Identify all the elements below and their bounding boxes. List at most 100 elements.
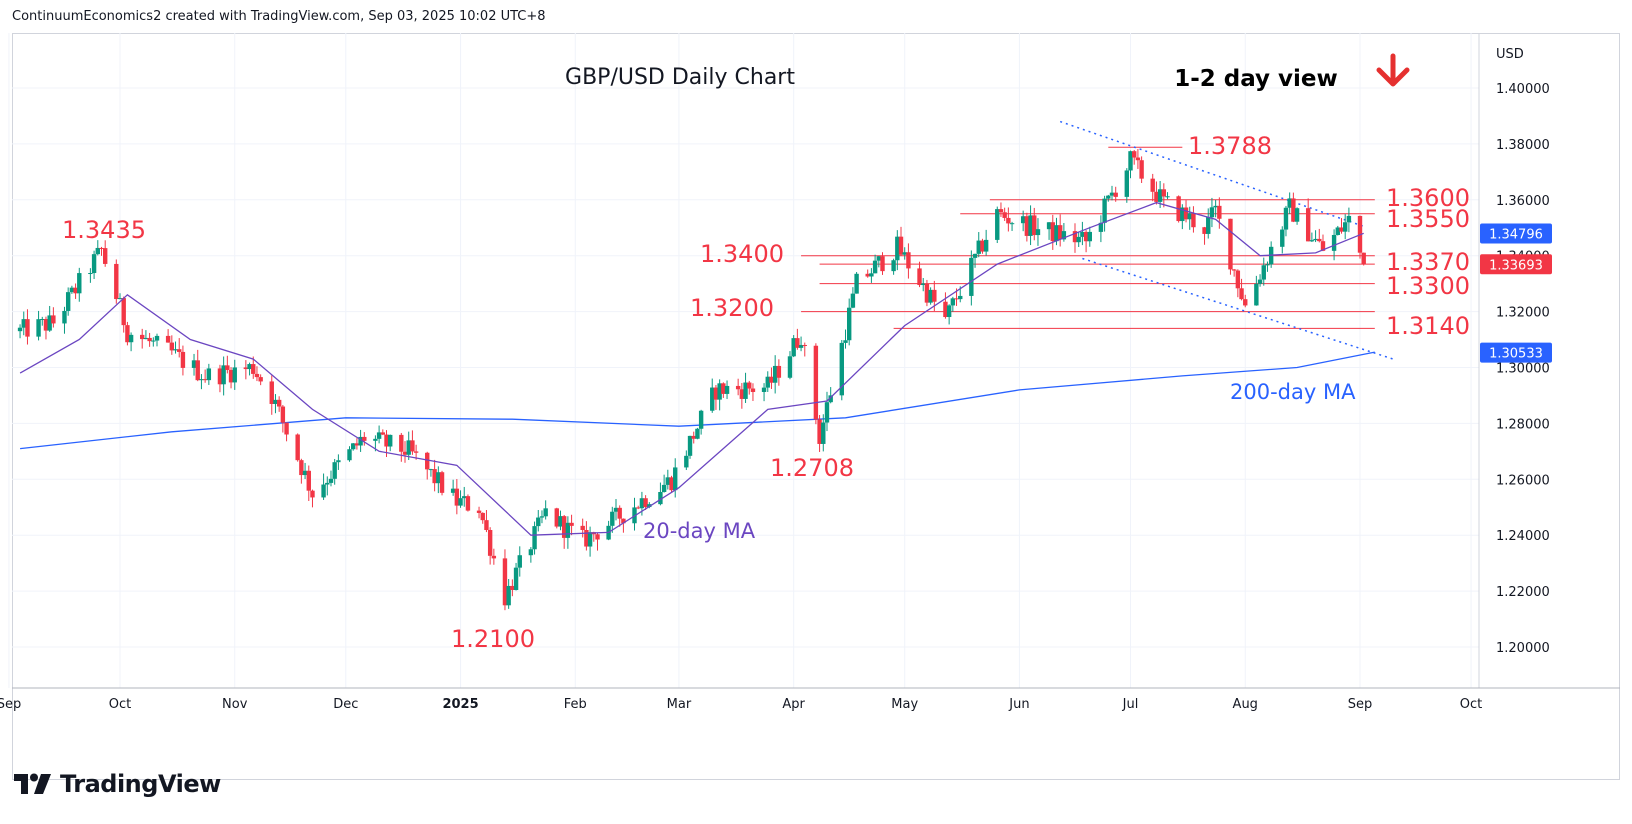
candle-body	[824, 402, 830, 423]
candle-body	[199, 379, 204, 381]
candle-body	[280, 406, 286, 423]
candle-body	[665, 477, 671, 485]
candle-body	[954, 298, 959, 300]
candle-body	[69, 287, 75, 293]
candle-body	[62, 310, 67, 324]
tradingview-logo-text: TradingView	[60, 770, 221, 798]
candle-body	[1076, 236, 1081, 243]
candle-body	[1342, 222, 1348, 232]
candle-body	[846, 307, 852, 341]
candle-body	[299, 460, 304, 476]
candle-body	[843, 340, 848, 343]
ma200-line	[20, 351, 1375, 450]
candle-body	[73, 287, 78, 294]
candle-body	[121, 298, 126, 326]
candle-body	[1309, 240, 1315, 242]
candle-body	[895, 236, 900, 261]
candle-body	[380, 432, 386, 435]
level-label: 1.3400	[700, 240, 784, 268]
candle-body	[636, 507, 641, 509]
candle-body	[817, 419, 822, 444]
x-tick-label: Aug	[1233, 697, 1258, 712]
candle-body	[1072, 231, 1078, 243]
candle-body	[1206, 217, 1211, 234]
candle-body	[554, 508, 559, 527]
candle-body	[114, 263, 119, 300]
candle-body	[358, 436, 363, 446]
candle-body	[717, 383, 722, 400]
candle-body	[1098, 222, 1104, 232]
y-tick-label: 1.30000	[1496, 362, 1550, 377]
candle-body	[77, 273, 82, 294]
candle-body	[1183, 207, 1189, 220]
candle-body	[1180, 207, 1185, 222]
candle-body	[406, 440, 411, 455]
candle-body	[154, 335, 160, 341]
y-tick-label: 1.28000	[1496, 417, 1550, 432]
candle-body	[747, 382, 752, 389]
candle-body	[776, 365, 782, 378]
candle-body	[306, 470, 311, 491]
candle-body	[1239, 288, 1244, 300]
candle-body	[932, 289, 937, 302]
candle-body	[25, 319, 30, 337]
candle-body	[1294, 208, 1300, 222]
candle-body	[284, 422, 289, 435]
candle-body	[151, 340, 156, 342]
candle-body	[202, 379, 208, 381]
price-tag-bg	[1480, 342, 1552, 363]
candle-body	[1335, 227, 1340, 235]
candle-body	[1313, 238, 1318, 241]
price-tag-bg	[1480, 254, 1552, 275]
candle-body	[1054, 225, 1059, 242]
candle-body	[610, 511, 615, 526]
ma200-layer	[20, 351, 1375, 450]
candle-body	[1320, 241, 1326, 251]
candle-body	[125, 325, 130, 343]
candle-body	[232, 367, 237, 383]
candle-body	[976, 240, 981, 254]
candle-body	[1009, 223, 1015, 225]
candle-body	[950, 298, 956, 306]
candle-body	[1165, 196, 1170, 198]
candle-body	[872, 260, 878, 274]
candle-body	[795, 338, 800, 348]
candle-body	[428, 469, 434, 471]
candle-body	[983, 239, 989, 252]
candle-body	[1035, 229, 1041, 236]
tradingview-logo[interactable]: TradingView	[14, 770, 221, 798]
candle-body	[140, 334, 145, 340]
candle-body	[1213, 205, 1218, 208]
candle-body	[373, 438, 378, 441]
candle-body	[47, 315, 52, 331]
candle-body	[639, 498, 645, 509]
candle-body	[621, 518, 626, 524]
candle-body	[332, 462, 337, 479]
candle-body	[1361, 252, 1366, 265]
candle-body	[1254, 283, 1259, 306]
candle-body	[532, 526, 537, 550]
candle-body	[454, 488, 460, 506]
candle-body	[177, 349, 182, 352]
chart-frame	[12, 33, 1620, 780]
y-tick-label: 1.38000	[1496, 138, 1550, 153]
candle-body	[1020, 216, 1026, 224]
candle-body	[802, 344, 807, 346]
candle-body	[791, 338, 796, 357]
candle-body	[36, 319, 41, 337]
candle-body	[40, 319, 45, 321]
candle-body	[739, 389, 745, 399]
candle-body	[450, 488, 456, 493]
level-label: 1.3550	[1386, 205, 1470, 233]
candle-body	[1080, 231, 1085, 237]
candle-body	[969, 257, 974, 296]
candle-body	[354, 443, 360, 446]
level-label: 1.3788	[1188, 132, 1272, 160]
x-tick-label: Apr	[782, 697, 805, 712]
candle-body	[273, 399, 278, 404]
candle-body	[761, 387, 767, 392]
candle-body	[580, 525, 585, 530]
candle-body	[328, 478, 334, 483]
price-tag-bg	[1480, 223, 1552, 244]
